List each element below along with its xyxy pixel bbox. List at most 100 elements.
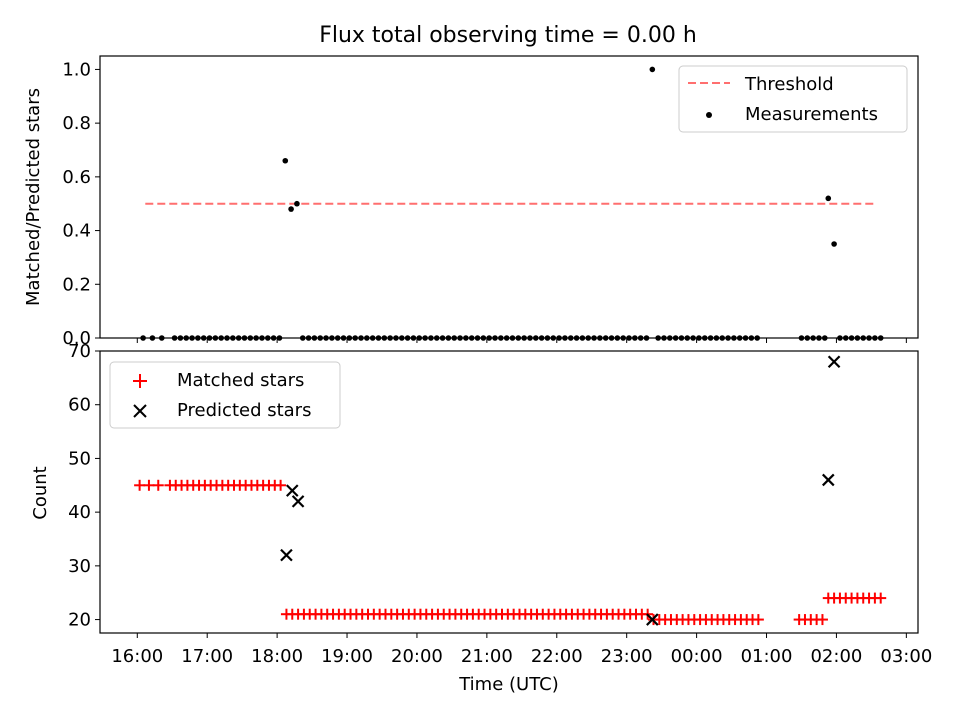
measurement-point: [562, 335, 568, 341]
measurement-point: [810, 335, 816, 341]
top-y-tick-label: 0.8: [62, 113, 91, 134]
measurement-point: [276, 335, 283, 341]
measurement-point: [661, 335, 667, 341]
matched-star-point: [752, 614, 764, 626]
measurement-point: [364, 335, 370, 341]
legend-measurements-label: Measurements: [745, 104, 878, 125]
measurement-point: [334, 335, 341, 341]
measurement-point: [241, 335, 248, 341]
measurement-point: [486, 335, 492, 341]
measurement-point: [212, 335, 219, 341]
measurement-point: [556, 335, 562, 341]
measurement-point: [649, 66, 656, 73]
measurement-point: [550, 335, 557, 341]
measurement-point: [247, 335, 254, 341]
measurement-point: [573, 335, 580, 341]
measurement-point: [503, 335, 510, 341]
measurement-point: [468, 335, 475, 341]
x-tick-label: 03:00: [880, 646, 932, 667]
top-y-axis-title: Matched/Predicted stars: [23, 88, 44, 306]
measurement-point: [498, 335, 504, 341]
measurement-point: [736, 335, 743, 341]
bottom-y-tick-label: 50: [68, 448, 91, 469]
measurement-point: [492, 335, 498, 341]
measurement-point: [527, 335, 533, 341]
measurement-point: [602, 335, 609, 341]
measurement-point: [515, 335, 522, 341]
top-legend: Threshold Measurements: [678, 65, 908, 133]
measurement-point: [195, 335, 201, 341]
measurement-point: [329, 335, 335, 341]
measurement-point: [404, 335, 411, 341]
measurement-point: [667, 335, 673, 341]
measurement-point: [821, 335, 828, 341]
measurement-point: [632, 335, 638, 341]
measurement-point: [189, 335, 195, 341]
measurement-point: [567, 335, 574, 341]
top-panel-title: Flux total observing time = 0.00 h: [319, 23, 697, 48]
x-tick-label: 20:00: [391, 646, 443, 667]
top-y-tick-label: 0.2: [62, 274, 91, 295]
measurement-point: [433, 335, 440, 341]
predicted-stars-points: [280, 355, 841, 626]
measurement-point: [521, 335, 527, 341]
measurement-point: [149, 335, 156, 341]
measurement-point: [422, 335, 428, 341]
bottom-y-tick-label: 70: [68, 341, 91, 362]
measurement-point: [684, 335, 691, 341]
legend-predicted-swatch: [133, 404, 147, 418]
measurement-point: [340, 335, 347, 341]
bottom-legend-box: [109, 361, 341, 429]
top-panel: 0.0 0.2 0.4 0.6 0.8 1.0 Matched/Predicted sta…: [23, 55, 919, 349]
matched-star-point: [275, 479, 287, 491]
measurements-points: [140, 66, 884, 341]
bottom-panel-frame: [99, 350, 919, 634]
measurement-point: [294, 200, 300, 207]
measurement-point: [804, 335, 811, 341]
measurement-point: [544, 335, 551, 341]
measurement-point: [410, 335, 417, 341]
measurement-point: [585, 335, 592, 341]
bottom-legend: Matched stars Predicted stars: [109, 361, 341, 429]
matched-star-point: [134, 479, 146, 491]
measurement-point: [253, 335, 259, 341]
measurement-point: [270, 335, 277, 341]
measurement-point: [848, 335, 855, 341]
matched-star-point: [143, 479, 155, 491]
measurement-point: [690, 335, 696, 341]
x-tick-label: 17:00: [181, 646, 233, 667]
bottom-y-axis-title: Count: [30, 466, 51, 519]
measurement-point: [696, 335, 702, 341]
measurement-point: [282, 157, 289, 164]
measurement-point: [171, 335, 178, 341]
measurement-point: [346, 335, 353, 341]
bottom-x-axis: 16:00 17:00 18:00 19:00 20:00 21:00 22:00 23:00…: [111, 633, 932, 667]
measurement-point: [816, 335, 822, 341]
measurement-point: [678, 335, 685, 341]
measurement-point: [305, 335, 312, 341]
measurement-point: [725, 335, 731, 341]
measurement-point: [866, 335, 872, 341]
x-axis-title: Time (UTC): [458, 674, 559, 695]
bottom-y-tick-label: 60: [68, 395, 91, 416]
x-tick-label: 18:00: [251, 646, 303, 667]
predicted-star-point: [285, 484, 299, 497]
bottom-y-axis: 20 30 40 50 60 70: [68, 341, 100, 631]
measurement-point: [719, 335, 726, 341]
measurement-point: [620, 335, 626, 341]
measurement-point: [597, 335, 603, 341]
predicted-star-point: [291, 495, 305, 508]
measurement-point: [877, 335, 884, 341]
measurement-point: [235, 335, 242, 341]
measurement-point: [381, 335, 388, 341]
measurement-point: [591, 335, 597, 341]
measurement-point: [701, 335, 708, 341]
measurement-point: [798, 335, 805, 341]
measurement-point: [352, 335, 358, 341]
measurement-point: [451, 335, 458, 341]
measurement-point: [474, 335, 481, 341]
top-legend-box: [678, 65, 908, 133]
measurement-point: [158, 335, 165, 341]
measurement-point: [183, 335, 190, 341]
bottom-y-tick-label: 40: [68, 502, 91, 523]
